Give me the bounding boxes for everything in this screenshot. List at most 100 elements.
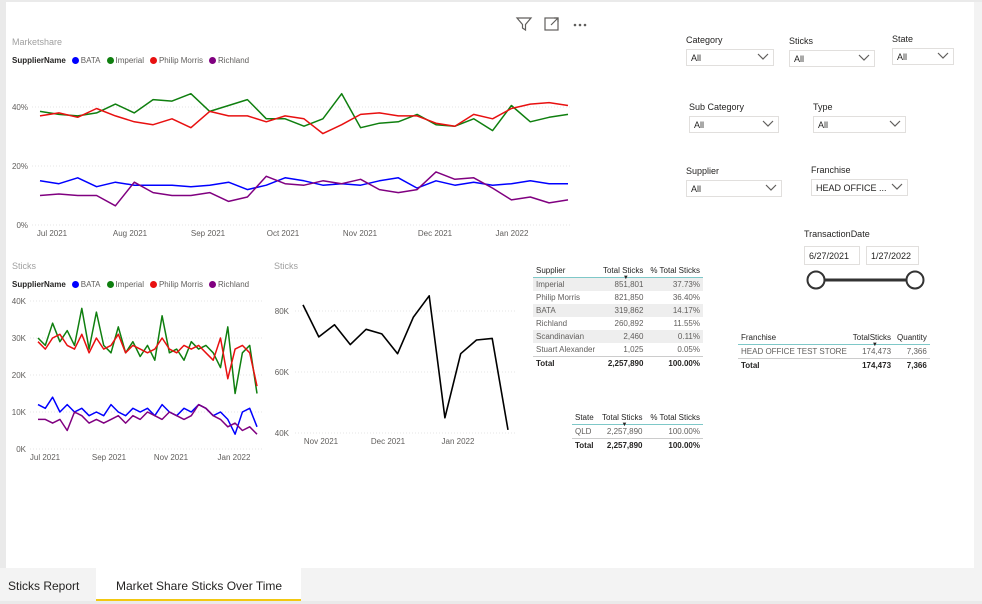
transaction-date-title: TransactionDate bbox=[804, 229, 870, 239]
chevron-down-icon bbox=[937, 52, 949, 62]
subcategory-slicer: Sub Category All bbox=[689, 102, 779, 133]
franchise-dropdown-value: HEAD OFFICE ... bbox=[816, 182, 887, 193]
chart3-x-tick-label: Dec 2021 bbox=[371, 437, 406, 446]
vertical-scrollbar[interactable] bbox=[974, 2, 982, 568]
legend-item-richland[interactable]: Richland bbox=[208, 56, 249, 65]
legend-item-philip-morris[interactable]: Philip Morris bbox=[149, 280, 203, 289]
subcategory-dropdown[interactable]: All bbox=[689, 116, 779, 133]
state-dropdown[interactable]: All bbox=[892, 48, 954, 65]
tab-market-share-sticks-over-time[interactable]: Market Share Sticks Over Time bbox=[96, 568, 301, 601]
chart1-y-tick-label: 20% bbox=[12, 162, 28, 171]
table-row[interactable]: BATA 319,862 14.17% bbox=[533, 304, 703, 317]
focus-mode-icon[interactable] bbox=[543, 15, 561, 33]
column-header[interactable]: Total Sticks ▼ bbox=[597, 411, 646, 428]
chart2-y-tick-label: 20K bbox=[12, 371, 27, 380]
type-slicer: Type All bbox=[813, 102, 906, 133]
sort-descending-icon: ▼ bbox=[871, 342, 878, 348]
legend-item-philip-morris[interactable]: Philip Morris bbox=[149, 56, 203, 65]
column-header[interactable]: Total Sticks ▼ bbox=[599, 264, 647, 281]
chevron-down-icon bbox=[762, 120, 774, 130]
subcategory-dropdown-value: All bbox=[694, 119, 705, 130]
chart3-series-sticks-total bbox=[302, 294, 509, 431]
sticks-dropdown-value: All bbox=[794, 53, 805, 64]
chart1-x-tick-label: Aug 2021 bbox=[113, 229, 148, 238]
more-options-icon[interactable] bbox=[571, 15, 589, 33]
chart2-y-tick-label: 30K bbox=[12, 334, 27, 343]
filter-icon[interactable] bbox=[515, 15, 533, 33]
column-header[interactable]: Franchise bbox=[738, 331, 850, 345]
franchise-dropdown[interactable]: HEAD OFFICE ... bbox=[811, 179, 908, 196]
chart2-x-tick-label: Jul 2021 bbox=[30, 453, 61, 462]
chevron-down-icon bbox=[858, 54, 870, 64]
end-date-input[interactable]: 1/27/2022 bbox=[866, 246, 919, 265]
table-row[interactable]: Scandinavian 2,460 0.11% bbox=[533, 330, 703, 343]
slider-start-handle[interactable] bbox=[806, 270, 826, 290]
table-total-row: Total 2,257,890 100.00% bbox=[572, 438, 703, 452]
type-slicer-title: Type bbox=[813, 102, 833, 112]
chart2-series-bata bbox=[37, 396, 258, 435]
column-header[interactable]: Quantity bbox=[894, 331, 930, 345]
chart1-x-tick-label: Dec 2021 bbox=[418, 229, 453, 238]
type-dropdown[interactable]: All bbox=[813, 116, 906, 133]
tab-sticks-report[interactable]: Sticks Report bbox=[8, 579, 80, 593]
table-row[interactable]: HEAD OFFICE TEST STORE 174,473 7,366 bbox=[741, 347, 927, 356]
table-total-row: Total 174,473 7,366 bbox=[738, 358, 930, 372]
sticks-slicer-title: Sticks bbox=[789, 36, 814, 46]
slider-end-handle[interactable] bbox=[905, 270, 925, 290]
state-slicer-title: State bbox=[892, 34, 914, 44]
table-row[interactable]: Stuart Alexander 1,025 0.05% bbox=[536, 345, 700, 354]
date-range-slider[interactable] bbox=[798, 268, 928, 292]
chart3-y-tick-label: 60K bbox=[275, 368, 290, 377]
chart2-legend: SupplierName BATA Imperial Philip Morris… bbox=[12, 280, 249, 289]
category-dropdown-value: All bbox=[691, 52, 702, 63]
supplier-slicer: Supplier All bbox=[686, 166, 782, 197]
chart1-x-tick-label: Nov 2021 bbox=[343, 229, 378, 238]
sticks-dropdown[interactable]: All bbox=[789, 50, 875, 67]
column-header[interactable]: % Total Sticks bbox=[645, 411, 703, 425]
category-slicer-title: Category bbox=[686, 35, 723, 45]
supplier-slicer-title: Supplier bbox=[686, 166, 720, 176]
legend-item-imperial[interactable]: Imperial bbox=[106, 56, 144, 65]
column-header[interactable]: Supplier bbox=[533, 264, 600, 278]
supplier-dropdown-value: All bbox=[691, 183, 702, 194]
sticks-slicer: Sticks All bbox=[789, 36, 875, 67]
column-header[interactable]: % Total Sticks bbox=[646, 264, 703, 278]
chart1-x-tick-label: Oct 2021 bbox=[267, 229, 300, 238]
chart1-legend: SupplierName BATA Imperial Philip Morris… bbox=[12, 56, 249, 65]
column-header[interactable]: State bbox=[572, 411, 598, 425]
start-date-input[interactable]: 6/27/2021 bbox=[804, 246, 860, 265]
franchise-table: Franchise TotalSticks ▼ Quantity HEAD OFF… bbox=[738, 331, 930, 372]
franchise-slicer: Franchise HEAD OFFICE ... bbox=[811, 165, 908, 196]
franchise-slicer-title: Franchise bbox=[811, 165, 851, 175]
chart1-series-richland bbox=[39, 171, 569, 207]
legend-item-imperial[interactable]: Imperial bbox=[106, 280, 144, 289]
chevron-down-icon bbox=[765, 184, 777, 194]
category-dropdown[interactable]: All bbox=[686, 49, 774, 66]
sort-descending-icon: ▼ bbox=[622, 275, 629, 281]
table-row[interactable]: QLD 2,257,890 100.00% bbox=[575, 427, 700, 436]
chart2-y-tick-label: 40K bbox=[12, 297, 27, 306]
chart2-y-tick-label: 0K bbox=[16, 445, 26, 454]
chart2-legend-title: SupplierName bbox=[12, 280, 66, 289]
legend-item-bata[interactable]: BATA bbox=[71, 280, 101, 289]
chart2-series-philip-morris bbox=[37, 333, 258, 387]
chart1-series-imperial bbox=[39, 92, 569, 132]
sort-descending-icon: ▼ bbox=[621, 422, 628, 428]
table-row[interactable]: Philip Morris 821,850 36.40% bbox=[536, 293, 700, 302]
legend-item-bata[interactable]: BATA bbox=[71, 56, 101, 65]
subcategory-slicer-title: Sub Category bbox=[689, 102, 745, 112]
supplier-dropdown[interactable]: All bbox=[686, 180, 782, 197]
chevron-down-icon bbox=[757, 53, 769, 63]
state-table: State Total Sticks ▼ % Total Sticks QLD 2,… bbox=[572, 411, 703, 452]
chevron-down-icon bbox=[891, 183, 903, 193]
chart1-series-philip-morris bbox=[39, 101, 569, 135]
table-row[interactable]: Richland 260,892 11.55% bbox=[536, 319, 700, 328]
chart2-y-tick-label: 10K bbox=[12, 408, 27, 417]
table-row[interactable]: Imperial 851,801 37.73% bbox=[533, 277, 703, 291]
state-slicer: State All bbox=[892, 34, 954, 65]
chart2-title: Sticks bbox=[12, 261, 37, 271]
column-header[interactable]: TotalSticks ▼ bbox=[849, 331, 895, 348]
chart3-x-tick-label: Nov 2021 bbox=[304, 437, 339, 446]
legend-item-richland[interactable]: Richland bbox=[208, 280, 249, 289]
